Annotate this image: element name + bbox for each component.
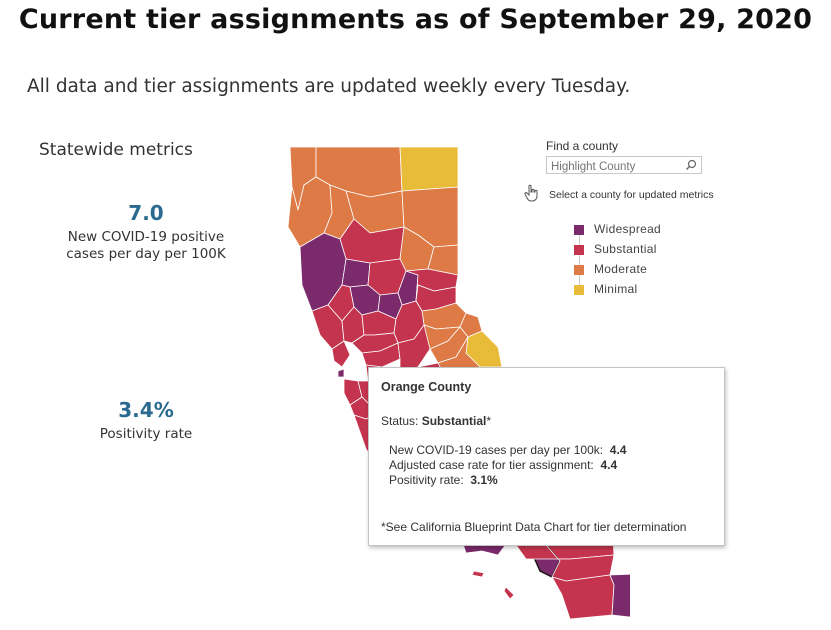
- tooltip-adjusted-value: 4.4: [600, 458, 618, 472]
- county-tooltip: Orange County Status: Substantial* New C…: [368, 367, 725, 546]
- tooltip-cases-value: 4.4: [609, 443, 627, 457]
- tooltip-cases-label: New COVID-19 cases per day per 100k:: [389, 443, 604, 457]
- select-county-hint: Select a county for updated metrics: [549, 189, 714, 201]
- positivity-metric-label: Positivity rate: [99, 426, 193, 442]
- county-search-input[interactable]: [547, 159, 679, 175]
- tooltip-cases-row: New COVID-19 cases per day per 100k: 4.4: [389, 443, 626, 457]
- legend-label-moderate: Moderate: [594, 262, 648, 276]
- county-modoc[interactable]: [399, 146, 459, 192]
- tooltip-positivity-label: Positivity rate:: [389, 473, 464, 487]
- legend-label-substantial: Substantial: [594, 242, 657, 256]
- tooltip-county-name: Orange County: [381, 380, 472, 394]
- county-imperial[interactable]: [609, 573, 630, 621]
- find-county-label: Find a county: [546, 139, 619, 153]
- legend-swatch-moderate: [574, 265, 584, 275]
- legend-connector-line: [579, 226, 580, 292]
- page-subtitle: All data and tier assignments are update…: [27, 76, 631, 97]
- county-glenn[interactable]: [341, 258, 371, 288]
- search-icon[interactable]: [685, 159, 697, 171]
- cases-metric-label: New COVID-19 positive cases per day per …: [36, 229, 256, 263]
- legend-swatch-substantial: [574, 245, 584, 255]
- county-san-francisco[interactable]: [337, 368, 345, 378]
- tooltip-status: Status: Substantial*: [381, 414, 491, 428]
- tooltip-status-prefix: Status:: [381, 414, 422, 428]
- tooltip-status-suffix: *: [486, 414, 492, 428]
- tooltip-adjusted-row: Adjusted case rate for tier assignment: …: [389, 458, 617, 472]
- cases-metric-label-line1: New COVID-19 positive: [67, 229, 225, 245]
- legend-swatch-minimal: [574, 285, 584, 295]
- legend-swatch-widespread: [574, 225, 584, 235]
- cases-metric-label-line2: cases per day per 100K: [66, 246, 226, 262]
- positivity-metric-value: 3.4%: [118, 398, 174, 422]
- county-san-diego[interactable]: [551, 574, 615, 620]
- tooltip-positivity-row: Positivity rate: 3.1%: [389, 473, 498, 487]
- county-marin[interactable]: [331, 340, 351, 368]
- county-search-box[interactable]: [546, 156, 702, 175]
- legend-label-widespread: Widespread: [594, 222, 662, 236]
- tooltip-positivity-value: 3.1%: [470, 473, 498, 487]
- hand-pointer-icon: [524, 184, 538, 202]
- tooltip-adjusted-label: Adjusted case rate for tier assignment:: [389, 458, 594, 472]
- legend-label-minimal: Minimal: [594, 282, 638, 296]
- cases-metric-value: 7.0: [128, 201, 164, 225]
- tooltip-footnote: *See California Blueprint Data Chart for…: [381, 520, 687, 534]
- statewide-metrics-heading: Statewide metrics: [39, 140, 193, 160]
- tooltip-status-value: Substantial: [421, 414, 487, 428]
- page-title: Current tier assignments as of September…: [18, 4, 813, 35]
